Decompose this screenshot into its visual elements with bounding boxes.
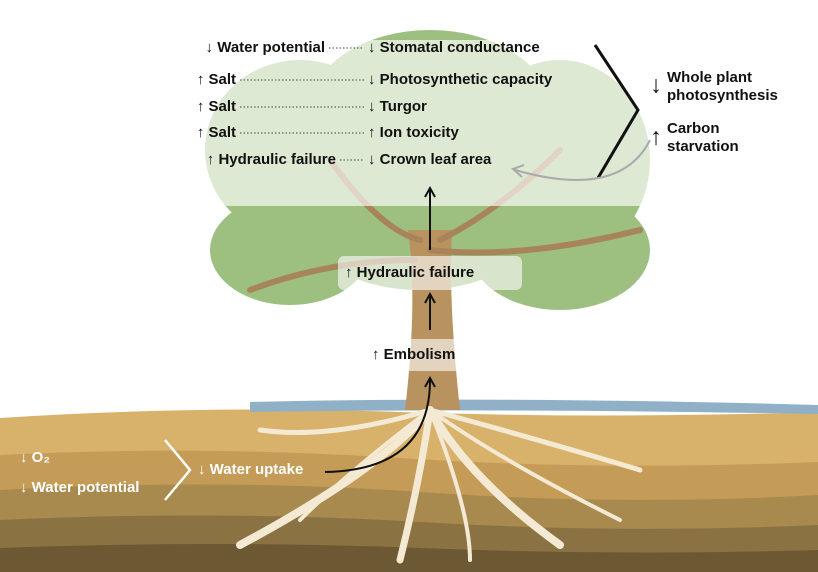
outcome-arrow: ↓: [650, 71, 662, 98]
cause: ↓ Water potential: [206, 39, 325, 56]
cause: ↑ Hydraulic failure: [207, 151, 336, 168]
cause: ↑ Salt: [197, 98, 236, 115]
diagram: ↓ Water potential ↓ Stomatal conductance…: [0, 0, 818, 572]
trunk-label: ↑ Hydraulic failure: [345, 264, 474, 281]
effect: ↑ Ion toxicity: [368, 124, 460, 141]
outcome: photosynthesis: [667, 87, 778, 104]
outcome-arrow: ↑: [650, 123, 662, 150]
outcome: Whole plant: [667, 69, 752, 86]
trunk-label: ↑ Embolism: [372, 346, 455, 363]
outcome: starvation: [667, 138, 739, 155]
effect: ↓ Stomatal conductance: [368, 39, 540, 56]
soil-label: ↓ Water potential: [20, 479, 139, 496]
outcomes: ↓ Whole plant photosynthesis ↑ Carbon st…: [650, 69, 778, 155]
outcome: Carbon: [667, 120, 720, 137]
effect: ↓ Photosynthetic capacity: [368, 71, 553, 88]
soil-label: ↓ Water uptake: [198, 461, 303, 478]
cause: ↑ Salt: [197, 71, 236, 88]
soil-label: ↓ O₂: [20, 449, 50, 466]
effect: ↓ Turgor: [368, 98, 427, 115]
cause: ↑ Salt: [197, 124, 236, 141]
effect: ↓ Crown leaf area: [368, 151, 492, 168]
